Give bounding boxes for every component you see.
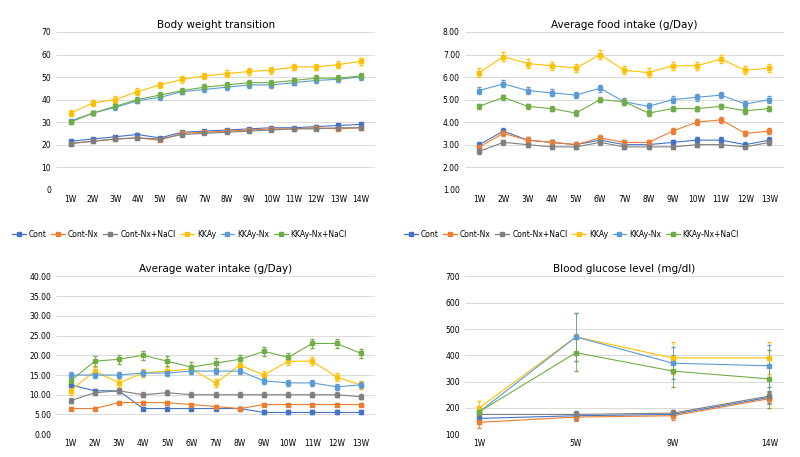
Title: Average food intake (g/Day): Average food intake (g/Day)	[551, 20, 698, 30]
Legend: Cont, Cont-Nx, Cont-Nx+NaCl, KKAy, KKAy-Nx, KKAy-Nx+NaCl: Cont, Cont-Nx, Cont-Nx+NaCl, KKAy, KKAy-…	[404, 230, 739, 239]
Title: Average water intake (g/Day): Average water intake (g/Day)	[139, 264, 292, 274]
Title: Blood glucose level (mg/dl): Blood glucose level (mg/dl)	[554, 264, 695, 274]
Title: Body weight transition: Body weight transition	[157, 20, 274, 30]
Legend: Cont, Cont-Nx, Cont-Nx+NaCl, KKAy, KKAy-Nx, KKAy-Nx+NaCl: Cont, Cont-Nx, Cont-Nx+NaCl, KKAy, KKAy-…	[12, 230, 347, 239]
